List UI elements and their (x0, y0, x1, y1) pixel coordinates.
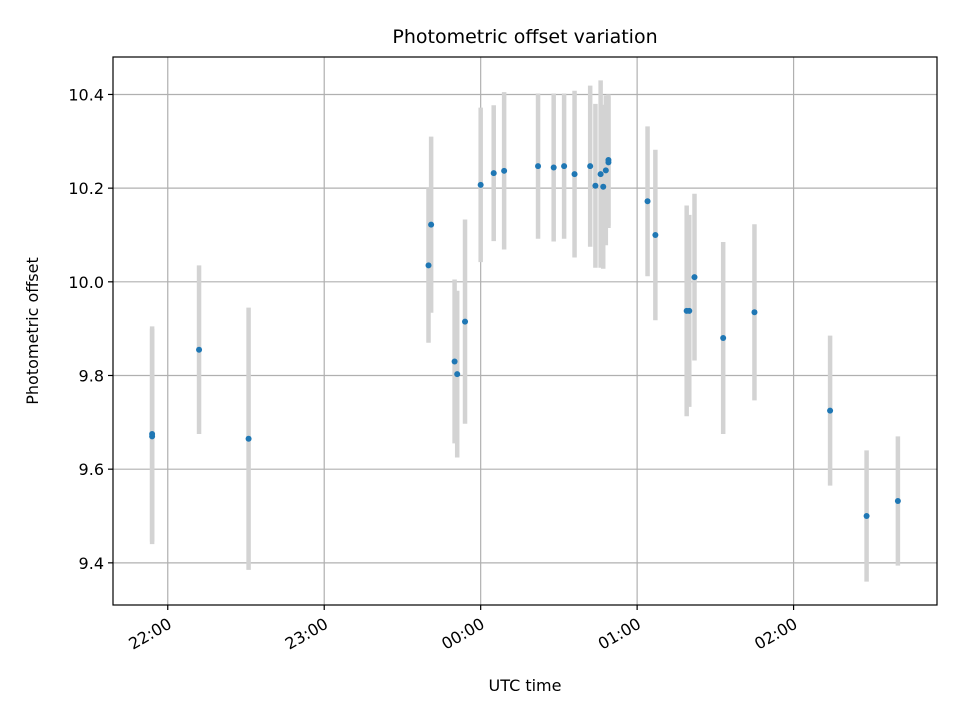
y-tick-label: 10.4 (68, 85, 104, 104)
data-point (644, 198, 651, 205)
y-tick-label: 9.8 (79, 366, 104, 385)
data-point (605, 157, 612, 164)
data-point (827, 407, 834, 414)
data-point (425, 262, 432, 269)
data-point (691, 274, 698, 281)
data-point (501, 167, 508, 174)
data-point (571, 171, 578, 178)
data-point (149, 431, 156, 438)
y-tick-label: 9.6 (79, 460, 104, 479)
data-point (592, 182, 599, 189)
data-point (451, 358, 458, 365)
plot-frame (112, 56, 938, 606)
y-axis-ticks: 9.4 9.6 9.8 10.0 10.2 10.4 (68, 85, 113, 573)
y-tick-label: 9.4 (79, 554, 104, 573)
data-point (894, 498, 901, 505)
data-point (751, 309, 758, 316)
data-point (587, 163, 594, 170)
data-point (597, 171, 604, 178)
y-tick-label: 10.2 (68, 179, 104, 198)
data-point (462, 318, 469, 325)
data-point (245, 435, 252, 442)
y-tick-label: 10.0 (68, 273, 104, 292)
data-points (149, 157, 901, 520)
y-axis-label: Photometric offset (23, 257, 42, 405)
data-point (600, 183, 607, 190)
data-point (561, 163, 568, 170)
x-axis-label: UTC time (489, 676, 562, 695)
data-point (602, 167, 609, 174)
data-point (550, 164, 557, 171)
data-point (720, 335, 727, 342)
data-point (477, 181, 484, 188)
data-point (686, 307, 693, 314)
data-point (454, 371, 461, 378)
data-point (535, 163, 542, 170)
data-point (490, 170, 497, 177)
data-point (196, 346, 203, 353)
data-point (863, 513, 870, 520)
data-point (428, 221, 435, 228)
chart-title: Photometric offset variation (392, 26, 657, 48)
data-point (652, 231, 659, 238)
